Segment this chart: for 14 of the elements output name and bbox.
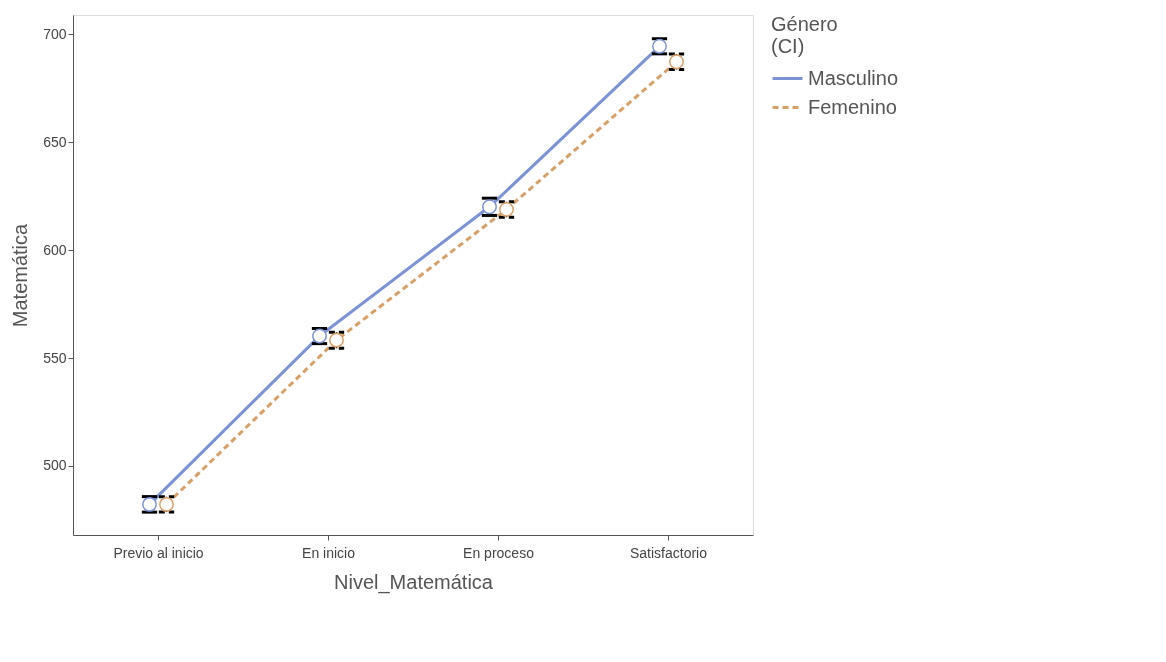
legend-label: Masculino [808, 66, 899, 89]
x-axis-title: Nivel_Matemática [334, 570, 494, 594]
y-axis-title: Matemática [9, 222, 32, 328]
x-tick-label: En proceso [463, 544, 535, 561]
y-tick-label: 500 [43, 457, 67, 474]
y-tick-label: 550 [43, 349, 67, 366]
legend-label: Femenino [808, 95, 897, 118]
x-tick-label: Satisfactorio [629, 544, 708, 561]
y-tick-label: 600 [43, 241, 67, 258]
x-tick-label: En inicio [302, 544, 356, 561]
legend-title: Género (CI) [771, 13, 838, 57]
y-tick-label: 700 [43, 25, 67, 42]
x-tick-label: Previo al inicio [113, 544, 204, 561]
y-tick-label: 650 [43, 133, 67, 150]
